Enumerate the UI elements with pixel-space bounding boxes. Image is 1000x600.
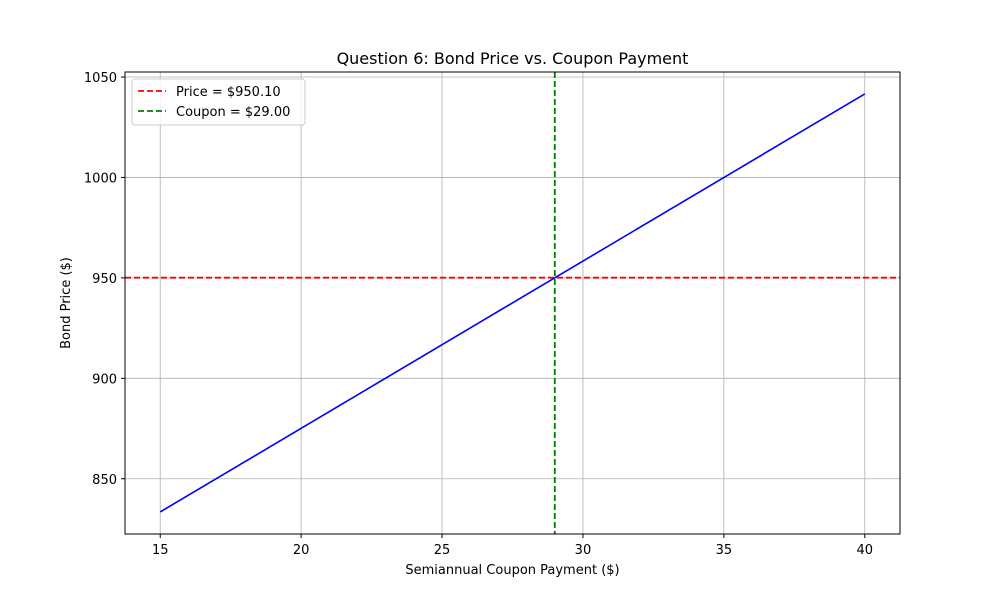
y-tick-label: 950 bbox=[92, 272, 117, 287]
y-tick-label: 850 bbox=[92, 473, 117, 488]
y-tick-label: 900 bbox=[92, 372, 117, 387]
bond-price-line bbox=[159, 93, 866, 513]
x-tick-label: 20 bbox=[293, 543, 310, 558]
y-tick-label: 1000 bbox=[84, 171, 117, 186]
x-tick-label: 25 bbox=[434, 543, 451, 558]
legend: Price = $950.10 Coupon = $29.00 bbox=[131, 78, 306, 126]
chart-title: Question 6: Bond Price vs. Coupon Paymen… bbox=[337, 49, 689, 68]
legend-box bbox=[131, 78, 306, 126]
legend-label-price: Price = $950.10 bbox=[176, 85, 281, 100]
x-tick-label: 35 bbox=[716, 543, 733, 558]
y-axis-label: Bond Price ($) bbox=[59, 257, 74, 349]
x-tick-label: 30 bbox=[575, 543, 592, 558]
x-tick-label: 15 bbox=[152, 543, 169, 558]
data-layer bbox=[125, 72, 900, 534]
legend-label-coupon: Coupon = $29.00 bbox=[176, 105, 290, 120]
y-tick-label: 1050 bbox=[84, 71, 117, 86]
tick-layer: 15 20 25 30 35 40 850 900 950 1000 1050 bbox=[84, 71, 873, 558]
x-tick-label: 40 bbox=[856, 543, 873, 558]
plot-frame bbox=[124, 71, 901, 535]
x-axis-label: Semiannual Coupon Payment ($) bbox=[405, 563, 619, 578]
